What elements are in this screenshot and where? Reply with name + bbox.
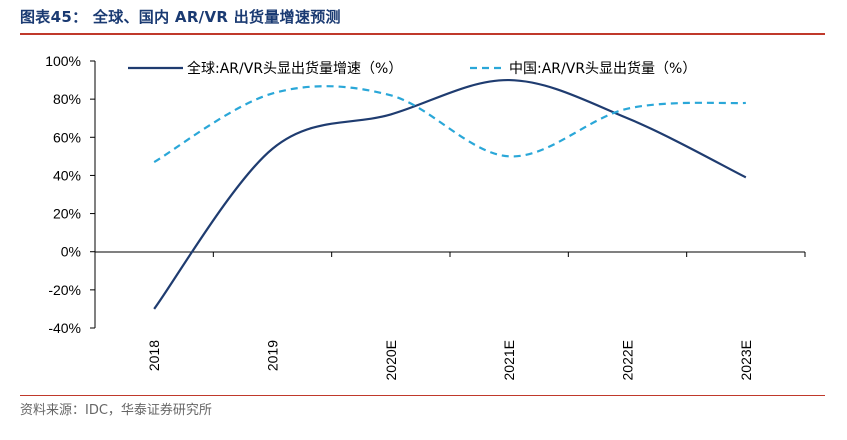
x-tick-label: 2020E [383,340,399,380]
legend-item-global-label: 全球:AR/VR头显出货量增速（%） [187,60,402,77]
y-tick-label: 80% [53,91,81,107]
y-tick-label: -20% [48,282,81,298]
y-tick-labels: 100% 80% 60% 40% 20% 0% -20% -40% [45,53,81,336]
y-tick-label: -40% [48,320,81,336]
x-tick-label: 2021E [501,340,517,380]
series-line-china [153,85,746,164]
x-tick-label: 2022E [620,340,636,380]
y-tick-label: 40% [53,167,81,183]
chart-legend: 全球:AR/VR头显出货量增速（%） 中国:AR/VR头显出货量（%） [128,60,696,77]
source-note: 资料来源：IDC，华泰证券研究所 [20,403,212,418]
chart-axes [90,60,806,329]
series-line-global [153,78,747,310]
series-lines [153,78,747,310]
x-tick-label: 2023E [738,340,754,380]
chart-title: 图表45： 全球、国内 AR/VR 出货量增速预测 [20,8,341,26]
y-tick-label: 60% [53,129,81,145]
x-tick-label: 2018 [146,340,162,371]
y-tick-label: 0% [61,244,81,260]
y-tick-label: 20% [53,206,81,222]
line-chart: 100% 80% 60% 40% 20% 0% -20% -40% 2018 2019 2020E… [45,53,806,381]
y-tick-label: 100% [45,53,81,69]
x-tick-labels: 2018 2019 2020E 2021E 2022E 2023E [146,340,754,381]
top-divider [20,33,825,35]
bottom-divider [20,395,825,396]
x-tick-label: 2019 [265,340,281,371]
chart-header: 图表45： 全球、国内 AR/VR 出货量增速预测 [20,6,341,28]
legend-item-china-label: 中国:AR/VR头显出货量（%） [509,60,696,77]
